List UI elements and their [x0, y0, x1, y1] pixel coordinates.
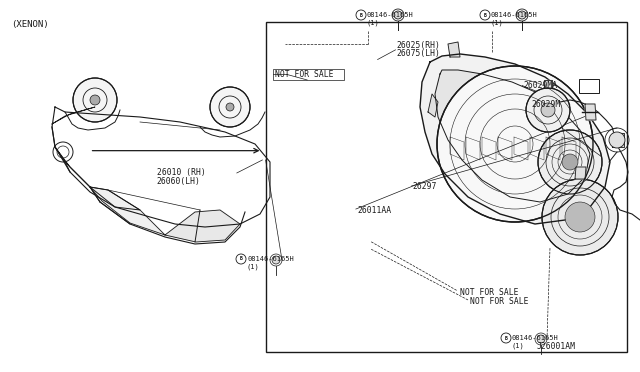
Circle shape: [537, 335, 545, 343]
Circle shape: [437, 66, 593, 222]
Text: B: B: [484, 13, 486, 17]
Circle shape: [73, 78, 117, 122]
Polygon shape: [544, 80, 552, 88]
Text: (1): (1): [247, 264, 260, 270]
Polygon shape: [498, 137, 512, 160]
Circle shape: [210, 87, 250, 127]
Circle shape: [565, 202, 595, 232]
Polygon shape: [428, 94, 438, 117]
Polygon shape: [562, 137, 576, 160]
Polygon shape: [448, 42, 460, 57]
Polygon shape: [575, 167, 586, 179]
Circle shape: [609, 132, 625, 148]
Text: 08146-6165H: 08146-6165H: [491, 12, 538, 18]
Text: NOT FOR SALE: NOT FOR SALE: [275, 70, 333, 79]
Text: 26029M: 26029M: [531, 100, 561, 109]
Circle shape: [272, 256, 280, 264]
Text: 08146-6165H: 08146-6165H: [367, 12, 413, 18]
Text: 08146-6165H: 08146-6165H: [512, 335, 559, 341]
Text: NOT FOR SALE: NOT FOR SALE: [470, 297, 529, 306]
Text: 08146-6165H: 08146-6165H: [247, 256, 294, 262]
Text: B: B: [504, 336, 508, 340]
Bar: [266, 22, 627, 352]
Polygon shape: [420, 54, 610, 224]
Text: 26011AA: 26011AA: [357, 206, 391, 215]
Polygon shape: [585, 104, 596, 120]
Circle shape: [538, 130, 602, 194]
Polygon shape: [165, 210, 240, 242]
Text: 26029MA: 26029MA: [524, 81, 557, 90]
Text: 26025(RH): 26025(RH): [397, 41, 441, 50]
Text: (1): (1): [491, 20, 504, 26]
Circle shape: [541, 103, 555, 117]
Text: B: B: [360, 13, 362, 17]
Polygon shape: [450, 137, 464, 160]
Text: 26297: 26297: [413, 182, 437, 190]
Circle shape: [90, 95, 100, 105]
Text: NOT FOR SALE: NOT FOR SALE: [460, 288, 518, 296]
Text: B: B: [239, 257, 243, 262]
FancyBboxPatch shape: [579, 79, 599, 93]
Bar: [273, 69, 344, 80]
Circle shape: [562, 154, 578, 170]
Text: 26060(LH): 26060(LH): [157, 177, 201, 186]
Polygon shape: [530, 137, 544, 160]
Text: (1): (1): [512, 343, 525, 349]
Text: 26010 (RH): 26010 (RH): [157, 169, 205, 177]
Polygon shape: [466, 137, 480, 160]
Polygon shape: [90, 187, 165, 235]
Polygon shape: [435, 70, 590, 202]
Text: (XENON): (XENON): [12, 20, 49, 29]
Polygon shape: [612, 133, 624, 147]
Circle shape: [526, 88, 570, 132]
Polygon shape: [514, 137, 528, 160]
Circle shape: [226, 103, 234, 111]
Circle shape: [394, 11, 402, 19]
Polygon shape: [546, 137, 560, 160]
Text: J26001AM: J26001AM: [536, 342, 575, 351]
Circle shape: [518, 11, 526, 19]
Text: (1): (1): [367, 20, 380, 26]
Text: 26075(LH): 26075(LH): [397, 49, 441, 58]
Circle shape: [542, 179, 618, 255]
Polygon shape: [482, 137, 496, 160]
